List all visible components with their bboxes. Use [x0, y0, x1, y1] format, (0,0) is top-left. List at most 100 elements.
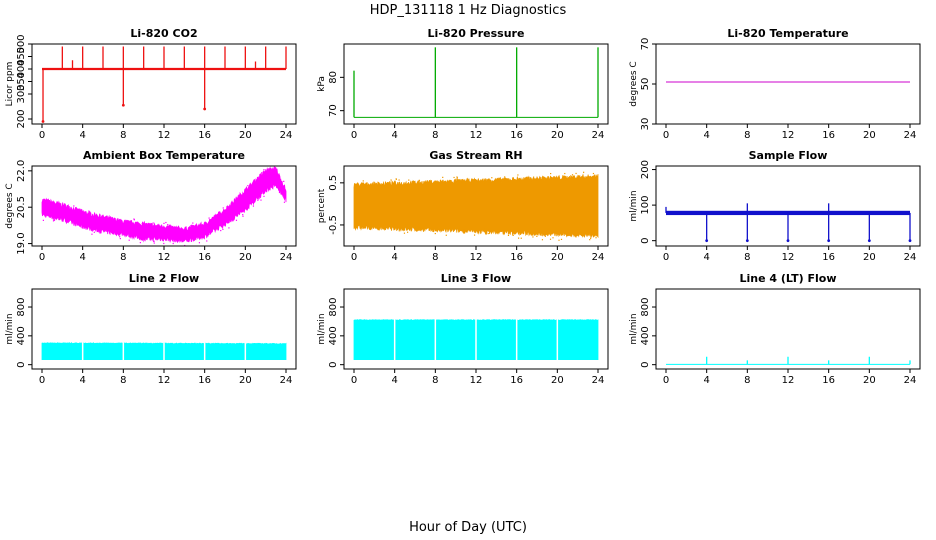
- x-tick-label: 20: [551, 130, 564, 141]
- y-tick-label: 19.0: [16, 232, 27, 254]
- data-point: [532, 236, 534, 238]
- data-layer: [666, 356, 911, 365]
- y-tick-label: 400: [16, 326, 27, 345]
- x-tick-label: 0: [351, 252, 357, 263]
- y-tick-label: 350: [16, 72, 27, 91]
- data-point: [528, 177, 530, 179]
- x-tick-label: 0: [663, 130, 669, 141]
- panel-title: Gas Stream RH: [429, 149, 522, 162]
- data-point: [163, 242, 165, 245]
- data-point: [564, 175, 566, 177]
- x-tick-label: 12: [158, 252, 171, 263]
- data-point: [541, 239, 544, 241]
- data-point: [575, 172, 577, 175]
- data-point: [512, 234, 514, 236]
- x-tick-label: 16: [822, 130, 835, 141]
- data-point: [517, 237, 520, 239]
- data-point: [119, 236, 121, 238]
- data-point: [167, 223, 169, 226]
- x-tick-label: 24: [280, 252, 293, 263]
- y-tick-label: 20.5: [16, 196, 27, 218]
- data-point: [206, 240, 208, 242]
- data-point: [590, 237, 592, 239]
- x-tick-label: 20: [239, 130, 252, 141]
- y-tick-label: 400: [640, 326, 651, 345]
- data-layer: [41, 341, 287, 362]
- y-tick-label: 70: [640, 38, 651, 51]
- x-tick-label: 0: [39, 375, 45, 386]
- data-point: [141, 223, 143, 225]
- data-point: [549, 238, 552, 240]
- panel-title: Ambient Box Temperature: [83, 149, 245, 162]
- x-tick-label: 16: [510, 375, 523, 386]
- panel-title: Li-820 Temperature: [727, 27, 848, 40]
- data-point: [278, 191, 281, 194]
- x-tick-label: 4: [79, 252, 85, 263]
- x-tick-label: 8: [744, 252, 750, 263]
- data-point: [163, 222, 165, 225]
- data-point: [442, 176, 444, 178]
- x-tick-label: 16: [822, 252, 835, 263]
- x-tick-label: 20: [863, 130, 876, 141]
- panel-title: Li-820 Pressure: [428, 27, 525, 40]
- data-point: [79, 208, 81, 210]
- figure-xlabel: Hour of Day (UTC): [409, 520, 527, 535]
- panel-7: Line 3 Flow ml/min 0 4 8 12 16 20 24 0 400 800: [317, 272, 609, 386]
- data-point: [390, 179, 392, 181]
- data-point: [139, 242, 141, 244]
- x-tick-label: 8: [432, 375, 438, 386]
- y-axis-label: ml/min: [317, 313, 327, 344]
- data-point: [517, 174, 519, 176]
- data-point: [867, 239, 871, 243]
- y-tick-label: 800: [328, 297, 339, 316]
- data-point: [192, 222, 194, 224]
- panel-5: Sample Flow ml/min 0 4 8 12 16 20 24 0 100 200: [629, 149, 921, 263]
- data-point: [560, 238, 563, 240]
- x-tick-label: 4: [703, 375, 709, 386]
- panel-title: Sample Flow: [749, 149, 828, 162]
- x-tick-label: 12: [782, 375, 795, 386]
- y-tick-label: 300: [16, 84, 27, 103]
- data-point: [544, 235, 546, 237]
- data-point: [418, 181, 420, 183]
- x-tick-label: 24: [904, 375, 917, 386]
- x-tick-label: 8: [432, 252, 438, 263]
- x-tick-label: 4: [391, 130, 397, 141]
- x-tick-label: 0: [351, 130, 357, 141]
- data-point: [827, 239, 831, 243]
- y-tick-label: 800: [16, 297, 27, 316]
- data-point: [509, 179, 512, 181]
- x-tick-label: 0: [351, 375, 357, 386]
- data-point: [242, 214, 244, 216]
- data-point: [705, 239, 709, 243]
- y-tick-label: 30: [640, 118, 651, 131]
- panel-8: Line 4 (LT) Flow ml/min 0 4 8 12 16 20 24 0 400 800: [629, 272, 921, 386]
- x-tick-label: 0: [39, 130, 45, 141]
- x-tick-label: 16: [510, 130, 523, 141]
- panel-title: Line 3 Flow: [441, 272, 511, 285]
- data-point: [133, 219, 135, 221]
- data-point: [908, 239, 912, 243]
- data-layer: [41, 46, 287, 123]
- y-axis-label: Licor ppm: [5, 62, 15, 107]
- data-point: [456, 176, 458, 178]
- data-point: [73, 205, 75, 207]
- x-tick-label: 20: [863, 375, 876, 386]
- data-point: [550, 172, 552, 175]
- x-tick-label: 8: [744, 130, 750, 141]
- data-point: [425, 182, 427, 184]
- data-point: [487, 232, 489, 235]
- data-point: [222, 207, 224, 209]
- x-tick-label: 12: [782, 252, 795, 263]
- plot-frame: [343, 43, 609, 125]
- data-layer: [353, 317, 599, 362]
- figure-title: HDP_131118 1 Hz Diagnostics: [370, 3, 567, 18]
- data-point: [128, 239, 130, 241]
- panel-3: Ambient Box Temperature degrees C 0 4 8 12 16 2…: [5, 149, 297, 263]
- y-tick-label: 450: [16, 47, 27, 66]
- panel-1: Li-820 Pressure kPa 0 4 8 12 16 20 24 70 80: [317, 27, 609, 141]
- data-point: [222, 228, 224, 230]
- data-point: [507, 234, 510, 237]
- data-point: [418, 179, 420, 181]
